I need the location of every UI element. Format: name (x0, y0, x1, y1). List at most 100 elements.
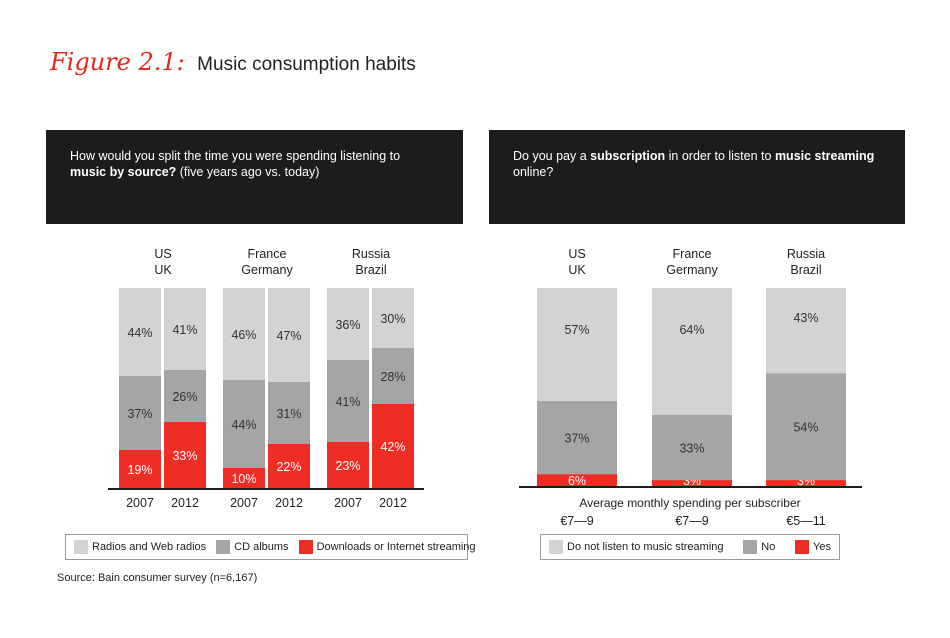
group-label: France (673, 247, 712, 261)
bar-value-label: 36% (335, 318, 360, 332)
bar-value-label: 31% (276, 407, 301, 421)
figure-title: Figure 2.1: Music consumption habits (50, 48, 416, 76)
bar-value-label: 10% (231, 472, 256, 486)
bar-value-label: 64% (679, 323, 704, 337)
bar-segment (372, 288, 414, 348)
bar-segment (372, 348, 414, 404)
bar-value-label: 44% (231, 418, 256, 432)
question-text-part: music by source? (70, 165, 177, 179)
bar-value-label: 37% (564, 431, 589, 445)
group-label: Russia (352, 247, 390, 261)
bar-segment (372, 404, 414, 488)
bar-segment (223, 288, 265, 380)
bar-segment (268, 444, 310, 488)
legend-item: CD albums (216, 540, 289, 554)
question-text-part: in order to listen to (665, 149, 775, 163)
bar-segment (652, 414, 732, 481)
legend-label: Radios and Web radios (92, 541, 207, 553)
legend-label: No (761, 541, 776, 553)
bar-value-label: 26% (172, 390, 197, 404)
bar-value-label: 19% (127, 463, 152, 477)
left-legend: Radios and Web radios CD albums Downloads … (65, 534, 476, 560)
legend-item: Do not listen to music streaming (549, 540, 724, 554)
bar-segment (119, 450, 161, 488)
question-text-part: music streaming (774, 149, 875, 163)
question-text-part: How would you split the time you were sp… (70, 149, 401, 163)
bar-segment (223, 468, 265, 488)
spending-value: €5—11 (786, 514, 825, 528)
bar-segment (537, 288, 617, 401)
bar-value-label: 22% (276, 460, 301, 474)
year-label: 2012 (275, 496, 303, 510)
question-text-part: (five years ago vs. today) (176, 165, 320, 179)
bar-value-label: 6% (568, 474, 586, 488)
year-label: 2012 (379, 496, 407, 510)
bar-segment (652, 480, 732, 486)
bar-segment (327, 360, 369, 442)
question-text-part: subscription (590, 149, 666, 163)
group-label: Germany (241, 263, 293, 277)
group-label: Russia (787, 247, 825, 261)
bar-value-label: 44% (127, 326, 152, 340)
right-legend: Do not listen to music streaming No Yes (540, 534, 840, 560)
group-label: Brazil (790, 263, 821, 277)
legend-label: Yes (813, 541, 831, 553)
bar-segment (537, 474, 617, 486)
legend-item: Yes (795, 540, 831, 554)
bar-segment (164, 370, 206, 422)
year-label: 2007 (334, 496, 362, 510)
spending-title: Average monthly spending per subscriber (579, 496, 801, 510)
legend-swatch (74, 540, 88, 554)
legend-swatch (795, 540, 810, 554)
bar-segment (652, 288, 732, 415)
figure-title-text: Music consumption habits (197, 54, 416, 75)
year-label: 2007 (230, 496, 258, 510)
legend-label: Do not listen to music streaming (567, 541, 724, 553)
group-label: US (568, 247, 585, 261)
spending-value: €7—9 (560, 514, 593, 528)
bar-value-label: 28% (380, 370, 405, 384)
bar-segment (119, 376, 161, 450)
source-note: Source: Bain consumer survey (n=6,167) (57, 572, 258, 584)
bar-segment (327, 442, 369, 488)
bar-value-label: 37% (127, 407, 152, 421)
bar-segment (766, 480, 846, 486)
bar-segment (164, 288, 206, 370)
left-chart-question: How would you split the time you were sp… (46, 130, 463, 224)
bar-value-label: 42% (380, 440, 405, 454)
bar-value-label: 30% (380, 312, 405, 326)
legend-swatch (549, 540, 563, 554)
legend-item: Radios and Web radios (74, 540, 206, 554)
group-label: Germany (666, 263, 718, 277)
question-text-part: online? (513, 165, 554, 179)
bar-value-label: 23% (335, 459, 360, 473)
bar-segment (268, 382, 310, 444)
figure-label: Figure 2.1: (50, 48, 185, 76)
bar-segment (327, 288, 369, 360)
year-label: 2012 (171, 496, 199, 510)
legend-swatch (216, 540, 231, 554)
bar-segment (268, 288, 310, 382)
bar-value-label: 41% (172, 323, 197, 337)
question-text-part: Do you pay a (513, 149, 591, 163)
spending-value: €7—9 (675, 514, 708, 528)
legend-item: Downloads or Internet streaming (298, 540, 476, 554)
bar-value-label: 33% (679, 441, 704, 455)
legend-label: Downloads or Internet streaming (316, 541, 476, 553)
group-label: Brazil (355, 263, 386, 277)
bar-segment (164, 422, 206, 488)
bar-value-label: 57% (564, 323, 589, 337)
bar-segment (223, 380, 265, 468)
legend-label: CD albums (234, 541, 289, 553)
legend-item: No (743, 540, 775, 554)
bar-segment (537, 400, 617, 475)
bar-value-label: 43% (793, 311, 818, 325)
legend-swatch (298, 540, 313, 554)
bar-segment (766, 373, 846, 481)
right-chart-question: Do you pay a subscription in order to li… (489, 130, 905, 224)
group-label: UK (568, 263, 586, 277)
year-label: 2007 (126, 496, 154, 510)
bar-value-label: 41% (335, 395, 360, 409)
bar-value-label: 46% (231, 328, 256, 342)
